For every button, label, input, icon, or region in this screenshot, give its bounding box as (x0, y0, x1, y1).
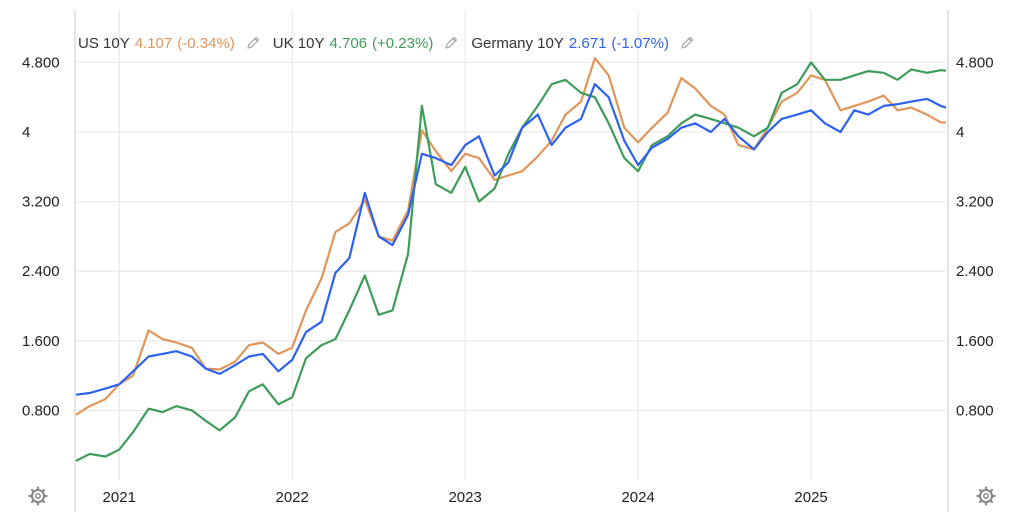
legend-item[interactable]: US 10Y 4.107 (-0.34%) (78, 35, 261, 52)
y-tick-label-right: 4 (956, 124, 964, 141)
legend-series-name: Germany 10Y (471, 34, 564, 52)
y-tick-label-right: 1.600 (956, 333, 994, 350)
legend-series-change: (-1.07%) (611, 34, 669, 52)
y-axis-right: 0.800 1.600 2.400 3.200 4 4.800 (956, 54, 994, 419)
y-axis-left: 0.800 1.600 2.400 3.200 4 4.800 (22, 54, 60, 419)
legend-series-change: (-0.34%) (177, 34, 235, 52)
legend-series-change: (+0.23%) (372, 34, 434, 52)
gear-icon[interactable] (976, 486, 996, 506)
gear-icon[interactable] (28, 486, 48, 506)
horizontal-gridlines (76, 61, 946, 411)
legend-item[interactable]: Germany 10Y 2.671 (-1.07%) (471, 35, 695, 52)
pencil-icon[interactable] (245, 35, 261, 51)
x-tick-label: 2023 (448, 489, 481, 506)
legend-series-value: 4.706 (329, 34, 368, 52)
y-tick-label-right: 0.800 (956, 402, 994, 419)
y-tick-label-right: 4.800 (956, 54, 994, 71)
x-tick-label: 2022 (276, 489, 309, 506)
y-tick-label: 4.800 (22, 54, 60, 71)
legend-series-value: 2.671 (568, 34, 607, 52)
x-axis: 2021 2022 2023 2024 2025 (103, 489, 828, 506)
legend: US 10Y 4.107 (-0.34%) UK 10Y 4.706 (+0.23%) Ge… (78, 33, 707, 53)
y-tick-label: 1.600 (22, 333, 60, 350)
axis-lines (74, 10, 949, 512)
x-tick-label: 2025 (794, 489, 827, 506)
y-tick-label: 2.400 (22, 263, 60, 280)
y-tick-label: 3.200 (22, 194, 60, 211)
x-tick-label: 2024 (621, 489, 654, 506)
y-tick-label: 0.800 (22, 402, 60, 419)
y-tick-label-right: 3.200 (956, 194, 994, 211)
series-layer[interactable] (75, 56, 947, 462)
x-tick-label: 2021 (103, 489, 136, 506)
series-line-uk-10y[interactable] (75, 61, 947, 462)
series-line-germany-10y[interactable] (75, 83, 947, 396)
pencil-icon[interactable] (679, 35, 695, 51)
series-line-us-10y[interactable] (75, 56, 947, 416)
legend-series-name: US 10Y (78, 34, 130, 52)
pencil-icon[interactable] (443, 35, 459, 51)
legend-series-name: UK 10Y (272, 34, 325, 52)
y-tick-label: 4 (22, 124, 30, 141)
legend-item[interactable]: UK 10Y 4.706 (+0.23%) (273, 35, 460, 52)
vertical-gridlines (118, 10, 812, 480)
y-tick-label-right: 2.400 (956, 263, 994, 280)
legend-series-value: 4.107 (134, 34, 173, 52)
